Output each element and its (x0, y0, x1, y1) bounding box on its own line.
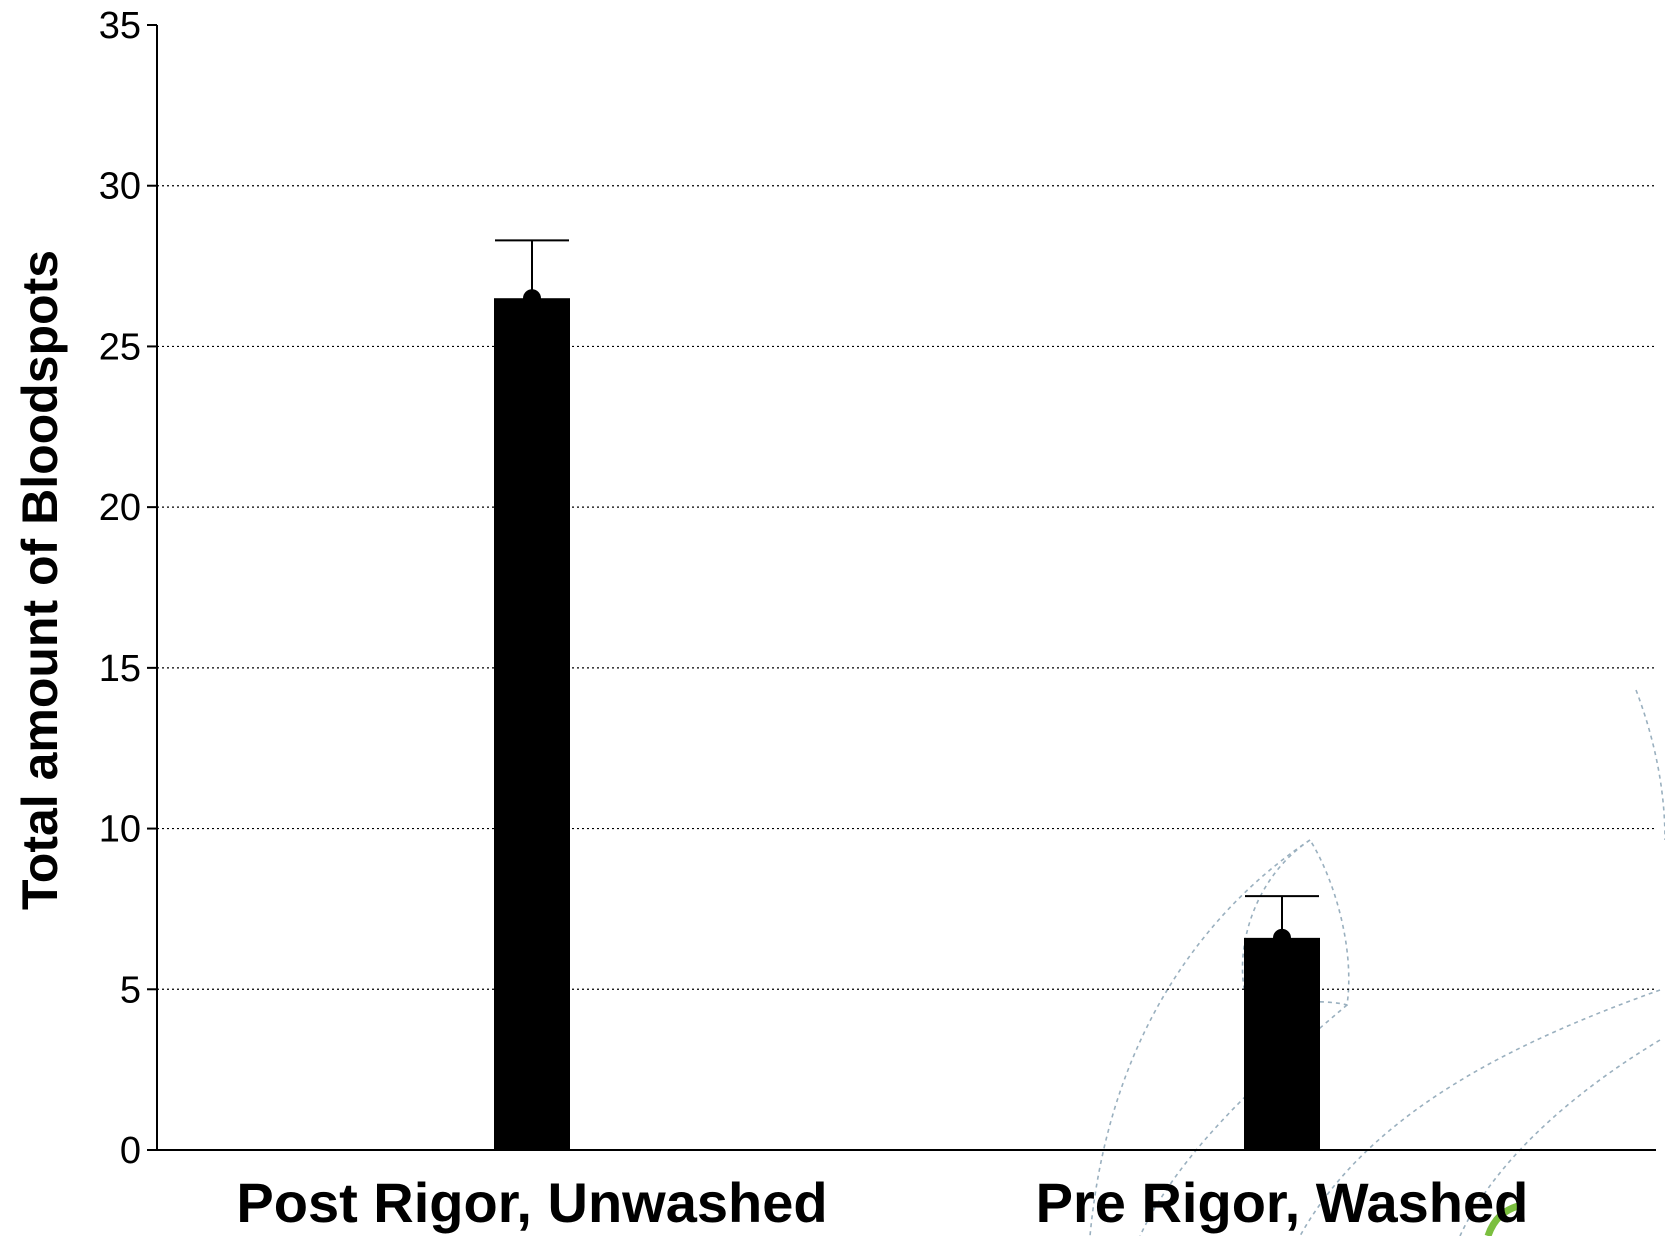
y-tick-label: 10 (99, 809, 141, 851)
y-tick-label: 35 (99, 5, 141, 47)
gridlines (157, 185, 1656, 990)
axes (147, 24, 1656, 1151)
watermark-curve (1089, 839, 1311, 1237)
x-category-label: Post Rigor, Unwashed (236, 1171, 827, 1234)
bars (494, 239, 1320, 1150)
y-tick-label: 30 (99, 166, 141, 208)
y-tick-label: 20 (99, 487, 141, 529)
y-tick-label: 5 (120, 969, 141, 1011)
watermark-curve (1459, 1039, 1661, 1237)
watermark-curve (1635, 689, 1665, 841)
y-tick-label: 15 (99, 648, 141, 690)
watermark-curve (1299, 989, 1661, 1237)
y-tick-label: 0 (120, 1130, 141, 1172)
y-axis-title: Total amount of Bloodspots (12, 250, 68, 910)
x-category-label: Pre Rigor, Washed (1036, 1171, 1529, 1234)
y-tick-label: 25 (99, 326, 141, 368)
labels: 0 5 10 15 20 25 30 35 Post Rigor, Unwashed Pre Ri… (12, 5, 1528, 1234)
watermark-logo (1089, 689, 1665, 1238)
bar (1244, 937, 1320, 1150)
watermark-accent (1484, 1202, 1520, 1238)
bar (494, 298, 570, 1150)
